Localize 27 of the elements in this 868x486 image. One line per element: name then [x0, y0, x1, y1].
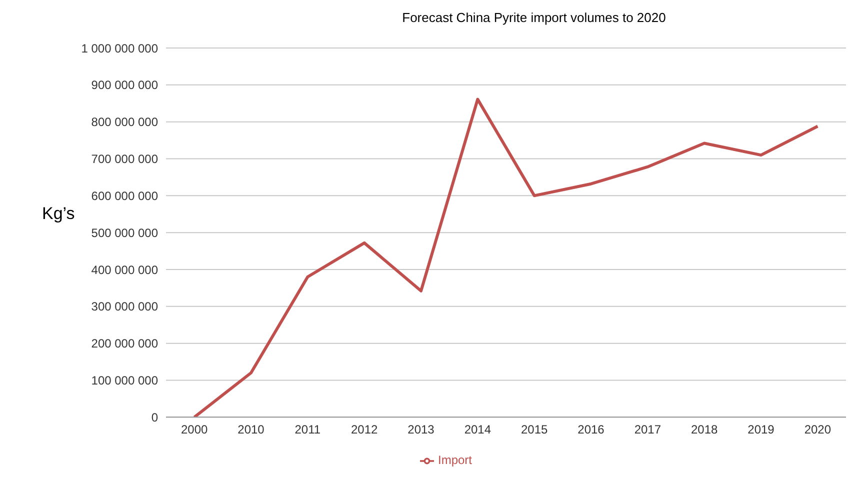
- x-tick-label: 2018: [690, 422, 718, 437]
- x-tick-label: 2014: [464, 422, 492, 437]
- line-series: [192, 98, 820, 418]
- x-tick-label: 2015: [520, 422, 548, 437]
- x-tick-label: 2010: [238, 422, 265, 437]
- x-tick-label: 2020: [804, 422, 832, 437]
- y-tick-label: 500 000 000: [91, 226, 158, 240]
- x-tick-label: 2016: [578, 422, 605, 437]
- x-tick-label: 2017: [634, 422, 662, 437]
- y-tick-label: 200 000 000: [91, 336, 158, 351]
- y-tick-label: 400 000 000: [91, 262, 158, 277]
- y-tick-label: 0: [151, 410, 158, 424]
- legend-label: Import: [438, 453, 472, 468]
- y-tick-label: 1 000 000 000: [81, 41, 158, 56]
- x-tick-label: 2012: [350, 422, 378, 437]
- y-tick-label: 700 000 000: [91, 152, 158, 166]
- y-tick-label: 300 000 000: [91, 300, 158, 314]
- x-tick-label: 2000: [180, 422, 208, 437]
- x-tick-label: 2019: [748, 422, 775, 437]
- y-tick-label: 900 000 000: [91, 78, 158, 92]
- y-tick-label: 100 000 000: [91, 374, 158, 388]
- y-axis-title: Kg’s: [42, 204, 75, 224]
- y-tick-label: 600 000 000: [91, 188, 158, 203]
- y-tick-label: 800 000 000: [91, 115, 158, 130]
- x-tick-label: 2013: [408, 422, 435, 437]
- chart-title: Forecast China Pyrite import volumes to 2020: [401, 10, 667, 25]
- x-tick-label: 2011: [294, 422, 321, 437]
